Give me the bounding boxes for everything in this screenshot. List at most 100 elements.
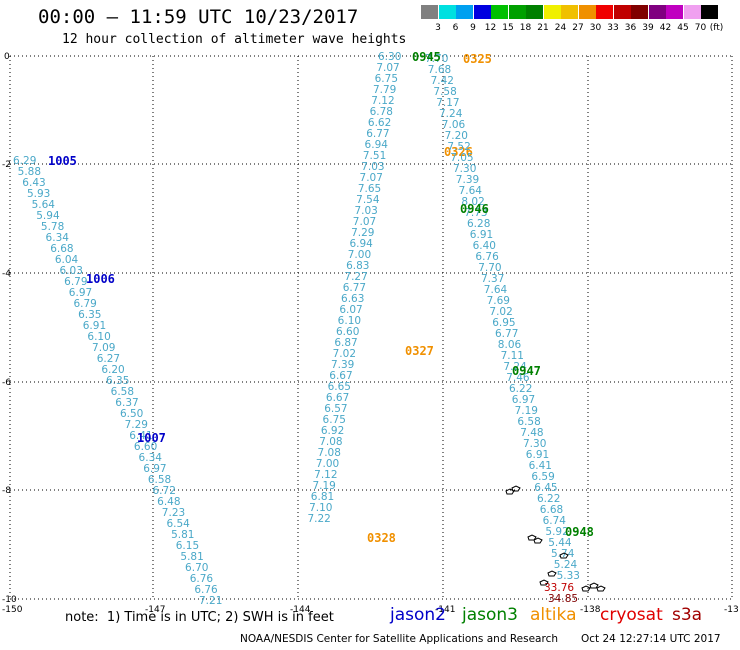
- wave-height-value: 6.27: [97, 353, 120, 365]
- wave-height-value: 34.85: [548, 593, 578, 605]
- wave-height-value: 7.48: [520, 427, 543, 439]
- legend-swatch: [613, 5, 631, 19]
- wave-height-value: 6.34: [46, 232, 70, 244]
- wave-height-value: 7.24: [439, 108, 463, 120]
- wave-height-value: 6.50: [120, 408, 143, 420]
- legend-label: 21: [537, 23, 549, 33]
- pass-time-label: 1007: [137, 431, 166, 445]
- lat-tick-label: -6: [2, 378, 11, 388]
- wave-height-value: 6.45: [534, 482, 557, 494]
- wave-height-value: 7.70: [425, 53, 448, 65]
- lon-tick-label: -141: [435, 605, 455, 615]
- wave-height-value: 7.22: [307, 513, 330, 525]
- legend-swatch: [438, 5, 456, 19]
- wave-height-value: 7.46: [506, 372, 530, 384]
- legend-swatch: [421, 5, 438, 19]
- wave-height-value: 7.08: [318, 447, 341, 459]
- wave-height-value: 7.64: [484, 284, 508, 296]
- wave-height-value: 7.64: [459, 185, 483, 197]
- wave-height-value: 6.65: [328, 381, 351, 393]
- satellite-label-jason3: jason3: [462, 605, 518, 625]
- wave-height-value: 6.94: [349, 238, 373, 250]
- island-shape: [511, 485, 521, 492]
- wave-height-value: 6.41: [129, 430, 152, 442]
- island-shape: [547, 570, 557, 577]
- wave-height-value: 5.93: [27, 188, 50, 200]
- wave-height-value: 7.02: [333, 348, 356, 360]
- legend-unit: (ft): [709, 23, 724, 33]
- island-shape: [505, 488, 515, 495]
- satellite-label-altika: altika: [530, 605, 577, 625]
- wave-height-value: 6.97: [69, 287, 92, 299]
- wave-height-value: 7.30: [523, 438, 546, 450]
- wave-height-value: 7.17: [436, 97, 459, 109]
- legend-swatch: [543, 5, 561, 19]
- lon-tick-label: -144: [290, 605, 311, 615]
- footer-credit: NOAA/NESDIS Center for Satellite Applica…: [240, 633, 558, 645]
- wave-height-value: 7.29: [125, 419, 148, 431]
- wave-height-value: 6.74: [543, 515, 567, 527]
- wave-height-value: 6.34: [139, 452, 163, 464]
- wave-height-value: 6.22: [509, 383, 532, 395]
- wave-height-value: 5.78: [41, 221, 64, 233]
- wave-height-value: 6.83: [346, 260, 369, 272]
- wave-height-value: 7.20: [445, 130, 468, 142]
- lat-tick-label: -8: [2, 486, 11, 496]
- wave-height-value: 6.58: [111, 386, 134, 398]
- legend-swatch: [631, 5, 648, 19]
- wave-height-value: 6.22: [537, 493, 560, 505]
- wave-height-value: 8.02: [461, 196, 484, 208]
- map-title: 00:00 – 11:59 UTC 10/23/2017: [38, 6, 359, 28]
- legend-label: 18: [519, 23, 532, 33]
- satellite-label-jason2: jason2: [390, 605, 446, 625]
- wave-height-value: 6.28: [467, 218, 490, 230]
- island-shape: [533, 537, 543, 544]
- wave-height-value: 7.10: [309, 502, 332, 514]
- wave-height-value: 6.78: [370, 106, 393, 118]
- wave-height-value: 7.58: [433, 86, 456, 98]
- pass-time-label: 0328: [367, 531, 396, 545]
- wave-height-value: 6.76: [194, 584, 218, 596]
- wave-height-value: 7.12: [371, 95, 394, 107]
- legend-swatch: [683, 5, 701, 19]
- wave-height-value: 6.03: [60, 265, 83, 277]
- satellite-label-s3a: s3a: [672, 605, 703, 625]
- wave-height-value: 6.58: [148, 474, 171, 486]
- wave-height-value: 6.62: [368, 117, 391, 129]
- wave-height-value: 7.37: [481, 273, 504, 285]
- wave-height-value: 6.81: [311, 491, 334, 503]
- wave-height-value: 6.68: [540, 504, 563, 516]
- wave-height-value: 5.81: [171, 529, 194, 541]
- legend-swatch: [561, 5, 578, 19]
- wave-height-value: 6.77: [343, 282, 366, 294]
- wave-height-value: 5.33: [557, 570, 580, 582]
- wave-height-value: 6.75: [375, 73, 398, 85]
- wave-height-value: 7.29: [351, 227, 374, 239]
- wave-height-value: 7.00: [316, 458, 339, 470]
- wave-height-value: 7.51: [363, 150, 386, 162]
- wave-height-value: 6.60: [134, 441, 157, 453]
- wave-height-value: 7.07: [376, 62, 399, 74]
- legend-swatch: [666, 5, 683, 19]
- wave-height-value: 5.64: [32, 199, 56, 211]
- wave-height-value: 7.30: [453, 163, 476, 175]
- wave-height-value: 7.11: [501, 350, 524, 362]
- pass-time-label: 0325: [463, 52, 492, 66]
- wave-height-value: 6.67: [329, 370, 352, 382]
- pass-time-label: 0946: [460, 202, 489, 216]
- pass-time-label: 0327: [405, 344, 434, 358]
- wave-height-value: 7.12: [314, 469, 337, 481]
- legend-swatch: [456, 5, 473, 19]
- wave-height-value: 6.79: [64, 276, 87, 288]
- wave-height-value: 7.27: [344, 271, 367, 283]
- wave-height-value: 6.29: [13, 155, 36, 167]
- legend-label: 33: [607, 23, 619, 33]
- legend-label: 42: [659, 23, 672, 33]
- wave-height-value: 6.40: [473, 240, 496, 252]
- wave-height-value: 6.54: [166, 518, 190, 530]
- pass-time-label: 1006: [86, 272, 115, 286]
- legend-label: 70: [694, 23, 707, 33]
- note-text: note: 1) Time is in UTC; 2) SWH is in fe…: [65, 610, 334, 625]
- legend-swatch: [491, 5, 508, 19]
